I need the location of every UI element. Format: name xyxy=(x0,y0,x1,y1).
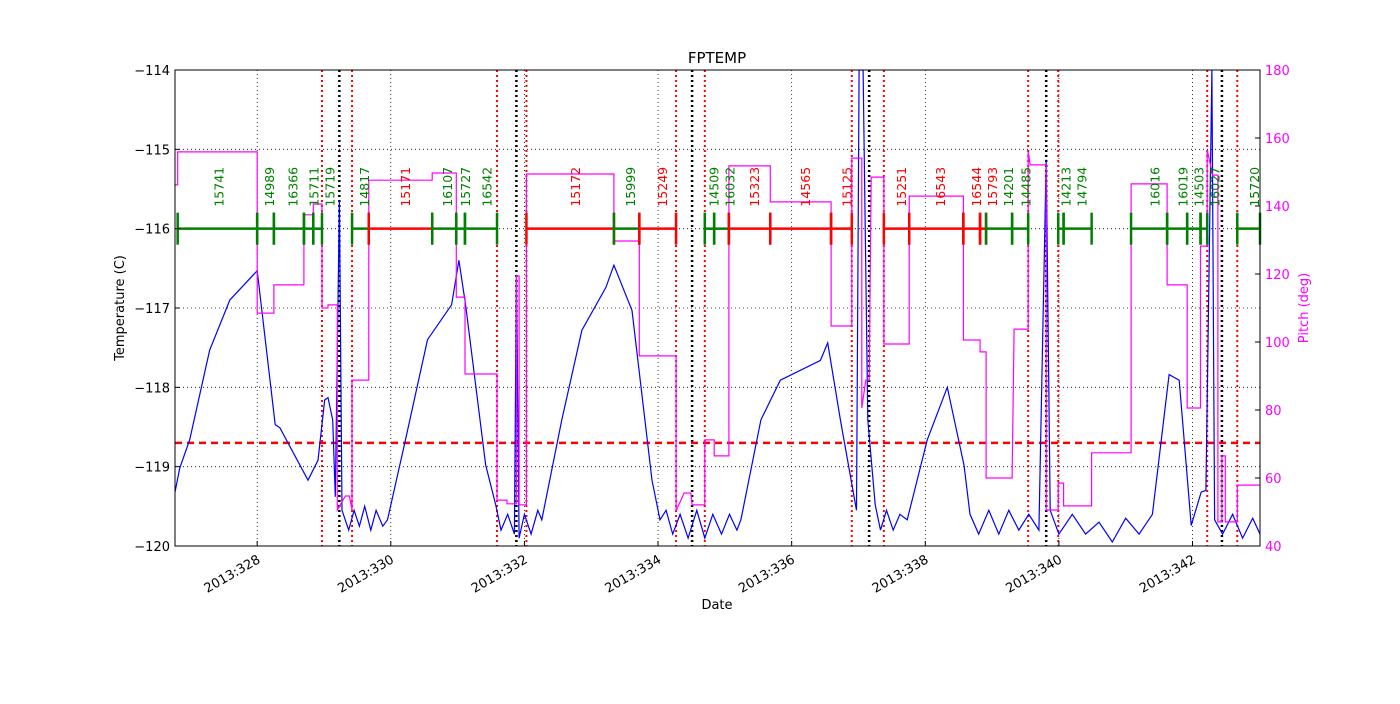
y-tick-label: −117 xyxy=(134,302,170,317)
obsid-label: 16544 xyxy=(969,167,984,207)
x-tick-label: 2013:340 xyxy=(1003,552,1064,596)
y2-tick-label: 60 xyxy=(1265,472,1282,487)
obsid-label: 15999 xyxy=(623,167,638,207)
y2-axis-label: Pitch (deg) xyxy=(1297,273,1312,343)
y-tick-label: −119 xyxy=(134,461,170,476)
y2-tick-label: 100 xyxy=(1265,336,1290,351)
obsid-label: 14565 xyxy=(798,167,813,207)
pitch-line xyxy=(175,149,1260,523)
obsid-label: 14213 xyxy=(1059,167,1074,207)
temperature-line xyxy=(175,70,1260,544)
obsid-label: 14817 xyxy=(357,167,372,207)
obsid-label: 15711 xyxy=(306,167,321,207)
x-tick-label: 2013:332 xyxy=(469,552,530,596)
obsid-label: 14201 xyxy=(1001,167,1016,207)
obsid-label: 15720 xyxy=(1247,167,1262,207)
obsid-label: 16366 xyxy=(286,167,301,207)
obsid-label: 14485 xyxy=(1018,167,1033,207)
obsid-label: 14989 xyxy=(262,167,277,207)
x-axis-label: Date xyxy=(701,598,732,613)
y2-tick-label: 120 xyxy=(1265,268,1290,283)
y-tick-label: −116 xyxy=(134,223,170,238)
y-tick-label: −114 xyxy=(134,64,170,79)
y2-tick-label: 160 xyxy=(1265,132,1290,147)
y-tick-label: −120 xyxy=(134,540,170,555)
obsid-label: 15793 xyxy=(985,167,1000,207)
y2-tick-label: 180 xyxy=(1265,64,1290,79)
obsid-label: 16027 xyxy=(1208,167,1223,207)
obsid-label: 15741 xyxy=(211,167,226,207)
x-tick-label: 2013:328 xyxy=(202,552,263,596)
obsid-label: 15719 xyxy=(322,167,337,207)
y2-tick-label: 80 xyxy=(1265,404,1282,419)
x-tick-label: 2013:338 xyxy=(870,552,931,596)
x-tick-label: 2013:342 xyxy=(1137,552,1198,596)
obsid-layer: 15741 14989 16366 15711 15719 14817 15171 16107… xyxy=(176,167,1262,245)
obsid-label: 16032 xyxy=(722,167,737,207)
y-axis-label: Temperature (C) xyxy=(113,255,128,362)
obsid-label: 14503 xyxy=(1192,167,1207,207)
obsid-label: 16016 xyxy=(1147,167,1162,207)
series-layer xyxy=(175,70,1260,544)
obsid-label: 16542 xyxy=(479,167,494,207)
y-tick-label: −118 xyxy=(134,381,170,396)
y2-tick-label: 140 xyxy=(1265,200,1290,215)
obsid-label: 14794 xyxy=(1075,167,1090,207)
obsid-label: 15251 xyxy=(894,167,909,207)
obsid-label: 15172 xyxy=(568,167,583,207)
x-tick-label: 2013:330 xyxy=(335,552,396,596)
chart-title: FPTEMP xyxy=(688,49,746,67)
obsid-label: 16019 xyxy=(1176,167,1191,207)
y-tick-label: −115 xyxy=(134,143,170,158)
obsid-label: 15171 xyxy=(398,167,413,207)
obsid-label: 15727 xyxy=(458,167,473,207)
x-tick-label: 2013:336 xyxy=(736,552,797,596)
obsid-label: 16107 xyxy=(440,167,455,207)
obsid-label: 15125 xyxy=(839,167,854,207)
obsid-label: 15323 xyxy=(747,167,762,207)
x-tick-label: 2013:334 xyxy=(603,552,664,596)
obsid-label: 14509 xyxy=(706,167,721,207)
obsid-label: 15249 xyxy=(655,167,670,207)
y2-tick-label: 40 xyxy=(1265,540,1282,555)
obsid-label: 16543 xyxy=(933,167,948,207)
